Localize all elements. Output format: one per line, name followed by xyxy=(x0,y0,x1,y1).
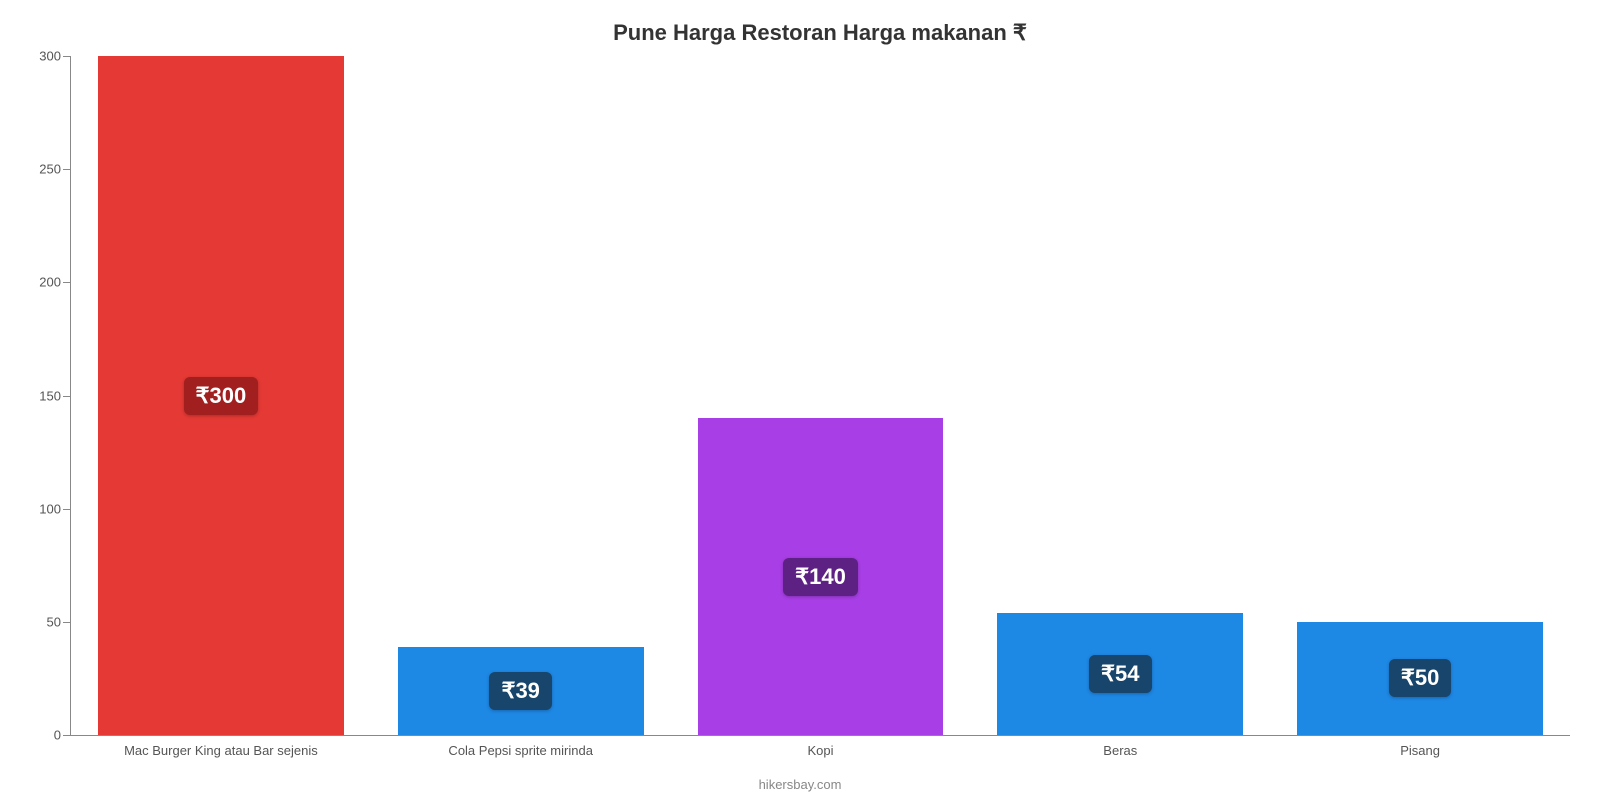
y-axis-label: 50 xyxy=(47,614,71,629)
value-badge: ₹140 xyxy=(783,558,858,596)
x-axis-label: Beras xyxy=(1103,735,1137,758)
y-axis-label: 200 xyxy=(39,275,71,290)
y-axis-label: 100 xyxy=(39,501,71,516)
bar: ₹39 xyxy=(398,647,644,735)
value-badge: ₹54 xyxy=(1089,655,1151,693)
bar: ₹300 xyxy=(98,56,344,735)
bar: ₹50 xyxy=(1297,622,1543,735)
bars-group: ₹300Mac Burger King atau Bar sejenis₹39C… xyxy=(71,56,1570,735)
value-badge: ₹50 xyxy=(1389,659,1451,697)
value-badge: ₹39 xyxy=(489,672,551,710)
bar-slot: ₹54Beras xyxy=(970,56,1270,735)
y-axis-label: 250 xyxy=(39,162,71,177)
bar: ₹140 xyxy=(698,418,944,735)
bar-slot: ₹50Pisang xyxy=(1270,56,1570,735)
plot-area: ₹300Mac Burger King atau Bar sejenis₹39C… xyxy=(70,56,1570,736)
y-axis-label: 150 xyxy=(39,388,71,403)
x-axis-label: Cola Pepsi sprite mirinda xyxy=(448,735,593,758)
value-badge: ₹300 xyxy=(184,377,259,415)
x-axis-label: Pisang xyxy=(1400,735,1440,758)
y-axis-label: 300 xyxy=(39,49,71,64)
chart-title: Pune Harga Restoran Harga makanan ₹ xyxy=(70,20,1570,46)
bar-slot: ₹140Kopi xyxy=(671,56,971,735)
y-axis-label: 0 xyxy=(54,728,71,743)
x-axis-label: Mac Burger King atau Bar sejenis xyxy=(124,735,318,758)
bar: ₹54 xyxy=(997,613,1243,735)
x-axis-label: Kopi xyxy=(807,735,833,758)
chart-footer: hikersbay.com xyxy=(0,777,1600,792)
chart-container: Pune Harga Restoran Harga makanan ₹ ₹300… xyxy=(0,0,1600,800)
bar-slot: ₹300Mac Burger King atau Bar sejenis xyxy=(71,56,371,735)
bar-slot: ₹39Cola Pepsi sprite mirinda xyxy=(371,56,671,735)
